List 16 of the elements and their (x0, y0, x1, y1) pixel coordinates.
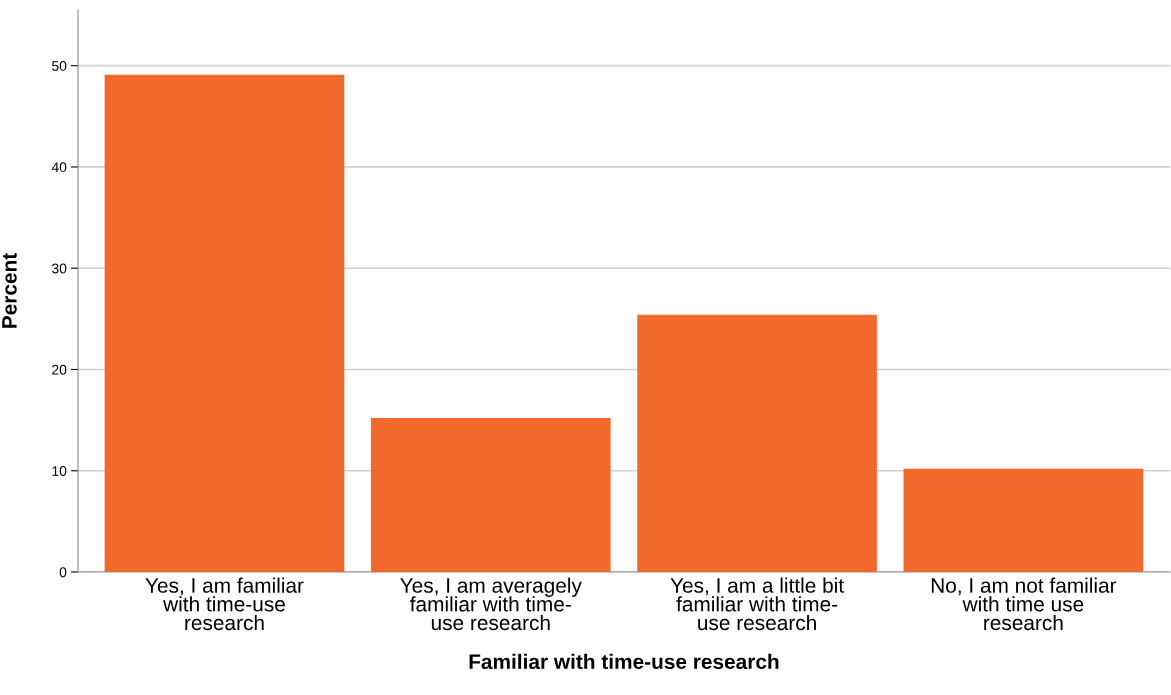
y-tick-label: 0 (59, 567, 67, 578)
x-tick-label: Yes, I am averagely familiar with time- use research (400, 577, 582, 631)
y-tick-label: 50 (52, 61, 67, 71)
x-axis-title: Familiar with time-use research (469, 653, 779, 670)
y-tick-label: 10 (52, 466, 67, 476)
y-tick-label: 20 (52, 364, 67, 375)
bar (370, 418, 611, 572)
bar (637, 314, 877, 572)
bar (104, 74, 345, 572)
x-tick-label: Yes, I am familiar with time-use research (145, 577, 304, 631)
y-axis-title: Percent (2, 253, 17, 328)
y-tick-label: 40 (51, 162, 67, 173)
x-tick-label: Yes, I am a little bit familiar with time- use research (670, 577, 844, 631)
y-tick-label: 30 (51, 263, 67, 274)
bar (903, 468, 1144, 572)
x-tick-label: No, I am not familiar with time use research (931, 577, 1117, 631)
